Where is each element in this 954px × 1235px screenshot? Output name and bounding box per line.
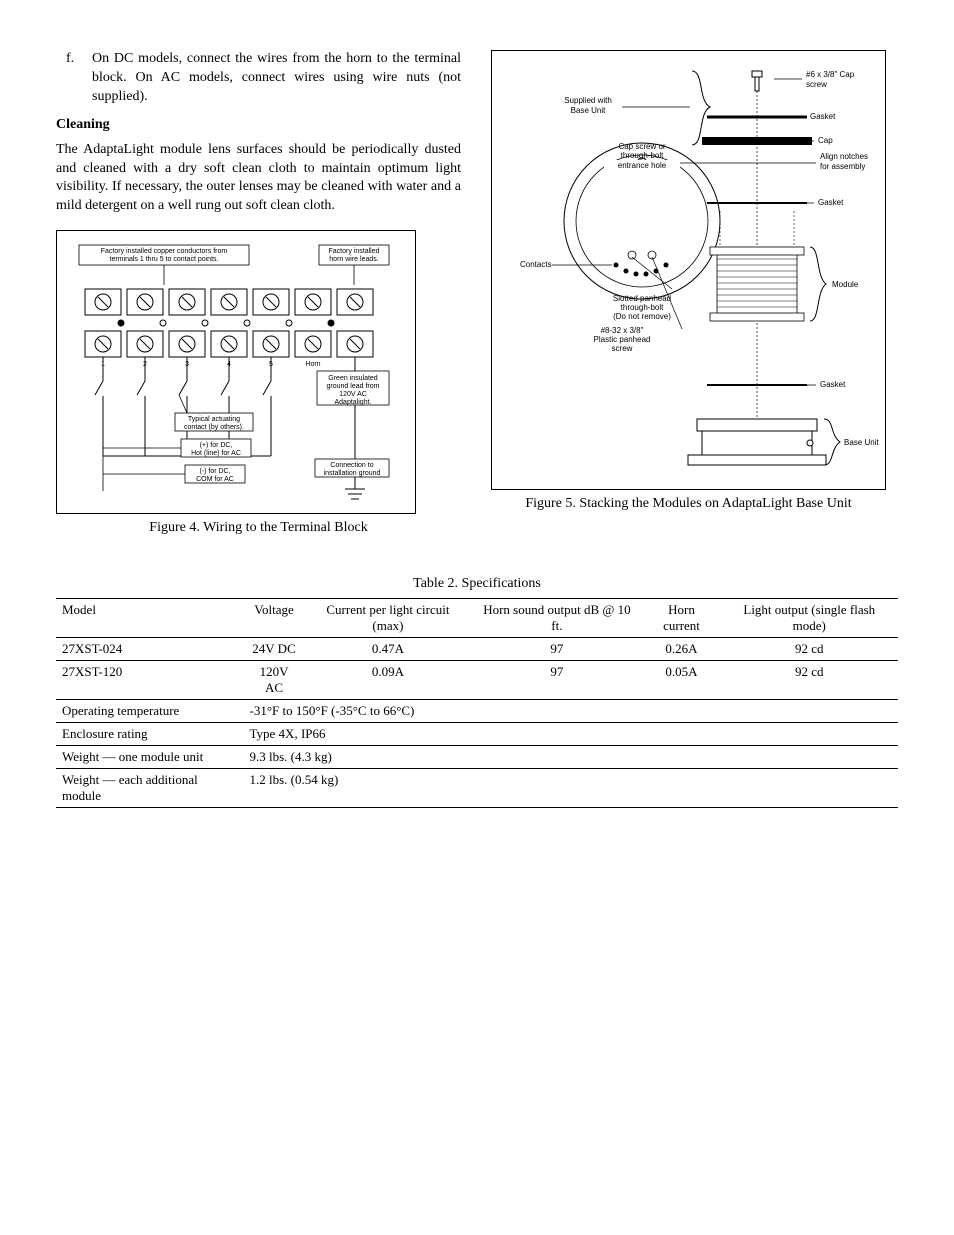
fig5-gasket-2: Gasket [818,198,844,207]
fig5-capscrew-l1: #6 x 3/8" Cap [806,70,855,79]
fig4-conn-l2: installation ground [324,470,381,477]
figure-5-caption: Figure 5. Stacking the Modules on Adapta… [491,496,886,512]
top-two-column-row: f. On DC models, connect the wires from … [56,50,898,536]
table-cell: Weight — one module unit [56,746,244,769]
table-cell: 120V AC [244,661,305,700]
fig5-baseunit: Base Unit [844,438,879,447]
fig4-neg-l1: (-) for DC, [199,468,230,475]
table-col-1: Voltage [244,599,305,638]
table-row: 27XST-02424V DC0.47A970.26A92 cd [56,638,898,661]
fig4-ground-l2: ground lead from [327,383,380,390]
table-cell: -31°F to 150°F (-35°C to 66°C) [244,700,899,723]
list-marker-f: f. [56,50,92,107]
figure-4-caption: Figure 4. Wiring to the Terminal Block [56,520,461,536]
table-cell: 92 cd [721,638,898,661]
table-cell: 0.26A [642,638,720,661]
fig5-supplied-l2: Base Unit [571,106,606,115]
figure-4-diagram: Factory installed copper conductors from… [57,231,417,515]
figure-4-box: Factory installed copper conductors from… [56,230,416,514]
list-body-f: On DC models, connect the wires from the… [92,50,461,107]
table-col-4: Horn current [642,599,720,638]
fig4-conn-l1: Connection to [330,462,373,469]
fig5-contacts: Contacts [520,260,552,269]
fig4-tn-6: Horn [305,361,320,368]
right-column: Supplied with Base Unit #6 x 3/8" Cap sc… [491,50,896,536]
fig5-entrance-l1: Cap screw or [618,142,665,151]
fig5-entrance-l3: entrance hole [618,161,667,170]
fig4-actuating-l1: Typical actuating [188,416,240,423]
figure-5-box: Supplied with Base Unit #6 x 3/8" Cap sc… [491,50,886,490]
table-cell: 27XST-120 [56,661,244,700]
fig5-entrance-l2: through-bolt [621,151,664,160]
table-cell: 0.05A [642,661,720,700]
fig4-ground-l4: Adaptalight. [335,399,372,406]
fig5-plastic-l3: screw [612,344,633,353]
cleaning-paragraph: The AdaptaLight module lens surfaces sho… [56,141,461,217]
cleaning-heading: Cleaning [56,117,461,133]
fig5-plastic-l2: Plastic panhead [594,335,651,344]
fig5-supplied-l1: Supplied with [564,96,612,105]
fig5-capscrew-l2: screw [806,80,827,89]
fig5-slotted-l3: (Do not remove) [613,312,671,321]
fig4-factory2-l2: horn wire leads. [329,256,378,263]
table-cell: 97 [471,638,642,661]
fig5-plastic-l1: #8-32 x 3/8" [601,326,644,335]
table-row: Operating temperature-31°F to 150°F (-35… [56,700,898,723]
table-cell: Weight — each additional module [56,769,244,808]
fig4-factory1-l2: terminals 1 thru 5 to contact points. [110,256,219,263]
fig5-gasket-3: Gasket [820,380,846,389]
table-2-specifications: ModelVoltageCurrent per light circuit (m… [56,598,898,808]
table-cell: 97 [471,661,642,700]
table-cell: Type 4X, IP66 [244,723,899,746]
fig4-actuating-l2: contact (by others). [184,424,244,431]
fig4-neg-l2: COM for AC [196,476,234,483]
fig4-ground-l1: Green insulated [328,375,378,382]
fig5-slotted-l2: through-bolt [621,303,664,312]
fig5-align-l2: for assembly [820,162,865,171]
table-cell: 27XST-024 [56,638,244,661]
fig4-factory1-l1: Factory installed copper conductors from [101,248,228,255]
table-col-5: Light output (single flash mode) [721,599,898,638]
fig5-align-l1: Align notches [820,152,868,161]
table-cell: Enclosure rating [56,723,244,746]
list-item-f: f. On DC models, connect the wires from … [56,50,461,107]
table-col-3: Horn sound output dB @ 10 ft. [471,599,642,638]
table-cell: 1.2 lbs. (0.54 kg) [244,769,899,808]
table-row: Weight — one module unit9.3 lbs. (4.3 kg… [56,746,898,769]
fig5-cap: Cap [818,136,833,145]
fig5-gasket-1: Gasket [810,112,836,121]
fig4-pos-l1: (+) for DC, [200,442,233,449]
table-cell: 0.47A [305,638,472,661]
fig4-ground-l3: 120V AC [339,391,367,398]
table-col-2: Current per light circuit (max) [305,599,472,638]
table-cell: 92 cd [721,661,898,700]
left-column: f. On DC models, connect the wires from … [56,50,461,536]
table-cell: 0.09A [305,661,472,700]
table-cell: 9.3 lbs. (4.3 kg) [244,746,899,769]
fig5-slotted-l1: Slotted panhead [613,294,671,303]
table-row: 27XST-120120V AC0.09A970.05A92 cd [56,661,898,700]
table-header-row: ModelVoltageCurrent per light circuit (m… [56,599,898,638]
table-cell: 24V DC [244,638,305,661]
table-2-caption: Table 2. Specifications [56,576,898,592]
table-col-0: Model [56,599,244,638]
table-row: Enclosure ratingType 4X, IP66 [56,723,898,746]
figure-5-diagram: Supplied with Base Unit #6 x 3/8" Cap sc… [492,51,887,491]
fig5-module: Module [832,280,859,289]
fig4-factory2-l1: Factory installed [329,248,380,255]
table-row: Weight — each additional module1.2 lbs. … [56,769,898,808]
table-cell: Operating temperature [56,700,244,723]
fig4-pos-l2: Hot (line) for AC [191,450,241,457]
